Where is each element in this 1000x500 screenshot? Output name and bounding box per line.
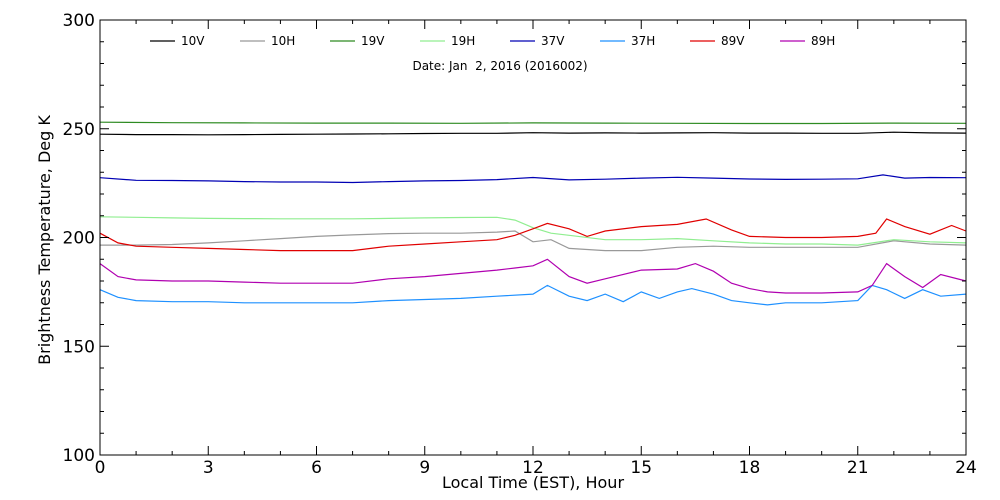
legend-label-89h: 89H xyxy=(811,34,835,48)
x-tick-label: 18 xyxy=(739,458,761,478)
series-layer xyxy=(99,121,967,306)
x-tick-label: 0 xyxy=(95,458,106,478)
series-line-19h xyxy=(99,216,967,246)
y-tick-label: 150 xyxy=(63,337,95,357)
x-tick-label: 15 xyxy=(630,458,652,478)
x-tick-label: 24 xyxy=(955,458,977,478)
y-tick-label: 200 xyxy=(63,229,95,249)
x-tick-label: 3 xyxy=(203,458,214,478)
legend-label-10h: 10H xyxy=(271,34,295,48)
x-tick-label: 21 xyxy=(847,458,869,478)
series-line-10v xyxy=(99,131,967,136)
series-line-89v xyxy=(99,218,967,252)
series-line-10h xyxy=(100,230,967,252)
ticks-layer: 0 3 6 9 12 15 18 21 24 100 150 200 250 300 xyxy=(63,11,977,478)
x-axis-label: Local Time (EST), Hour xyxy=(442,473,624,492)
series-line-89h xyxy=(99,258,967,294)
legend: 10V 10H 19V 19H 37V 37H 89V 89H xyxy=(150,34,835,48)
series-line-37h xyxy=(99,284,967,306)
legend-label-37h: 37H xyxy=(631,34,655,48)
legend-label-89v: 89V xyxy=(721,34,745,48)
y-tick-label: 250 xyxy=(63,120,95,140)
legend-label-10v: 10V xyxy=(181,34,205,48)
legend-label-19v: 19V xyxy=(361,34,385,48)
series-line-37v xyxy=(99,174,967,184)
legend-label-37v: 37V xyxy=(541,34,565,48)
y-tick-label: 100 xyxy=(63,446,95,466)
x-tick-label: 12 xyxy=(522,458,544,478)
legend-label-19h: 19H xyxy=(451,34,475,48)
y-tick-label: 300 xyxy=(63,11,95,31)
date-annotation: Date: Jan 2, 2016 (2016002) xyxy=(412,59,587,73)
x-tick-label: 9 xyxy=(419,458,430,478)
y-axis-label: Brightness Temperature, Deg K xyxy=(35,115,54,365)
x-tick-label: 6 xyxy=(311,458,322,478)
series-line-19v xyxy=(99,121,967,125)
